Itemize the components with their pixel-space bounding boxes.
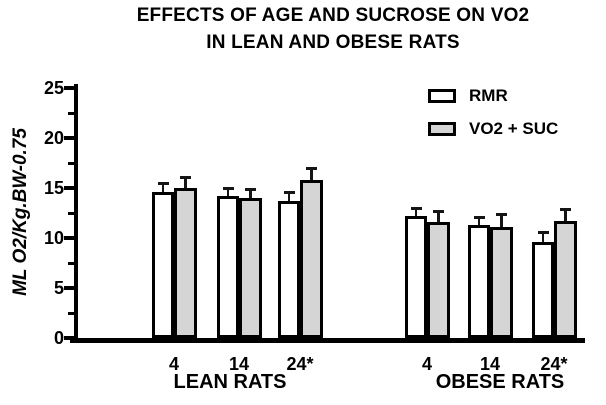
bar-lean-rats-vo2-suc-24 <box>300 180 323 338</box>
y-axis-minor-tick <box>68 161 74 165</box>
error-bar-lean-rats-rmr-24-cap <box>283 190 295 194</box>
error-bar-obese-rats-rmr-14-stem <box>477 217 481 225</box>
y-axis-major-tick <box>64 136 74 140</box>
error-bar-obese-rats-vo2-suc-24-stem <box>564 209 567 221</box>
y-tick-label-20: 20 <box>43 128 64 148</box>
bar-obese-rats-rmr-24 <box>532 242 554 338</box>
error-bar-lean-rats-vo2-suc-4-cap <box>180 175 191 179</box>
error-bar-obese-rats-rmr-4-stem <box>414 208 418 216</box>
x-tick-label-obese-rats-24: 24* <box>540 354 568 374</box>
y-axis-minor-tick <box>68 111 74 115</box>
error-bar-obese-rats-vo2-suc-4-cap <box>433 209 444 213</box>
error-bar-lean-rats-vo2-suc-14-cap <box>245 187 256 191</box>
y-axis-major-tick <box>64 286 74 290</box>
error-bar-lean-rats-vo2-suc-4-stem <box>184 177 187 188</box>
error-bar-obese-rats-vo2-suc-14-cap <box>496 212 507 216</box>
y-tick-label-10: 10 <box>43 228 64 248</box>
group-label-lean-rats: LEAN RATS <box>173 371 287 393</box>
error-bar-lean-rats-vo2-suc-14-stem <box>249 189 252 198</box>
bar-obese-rats-vo2-suc-14 <box>490 227 513 338</box>
bar-obese-rats-vo2-suc-4 <box>427 222 450 338</box>
y-axis-line <box>74 84 78 343</box>
bar-lean-rats-vo2-suc-14 <box>239 198 262 338</box>
y-axis-minor-tick <box>68 261 74 265</box>
legend-swatch-rmr <box>428 89 456 103</box>
group-label-obese-rats: OBESE RATS <box>435 371 565 393</box>
legend-label-vo2-suc: VO2 + SUC <box>469 119 559 138</box>
y-axis-major-tick <box>64 236 74 240</box>
y-axis-minor-tick <box>68 211 74 215</box>
chart-title-line2: IN LEAN AND OBESE RATS <box>206 32 460 53</box>
y-axis-major-tick <box>64 86 74 90</box>
bar-obese-rats-rmr-14 <box>468 225 490 338</box>
x-tick-label-lean-rats-24: 24* <box>286 354 314 374</box>
error-bar-obese-rats-rmr-24-stem <box>541 232 545 242</box>
bar-lean-rats-rmr-14 <box>217 196 239 338</box>
error-bar-obese-rats-vo2-suc-14-stem <box>500 214 503 227</box>
x-axis-line <box>70 338 585 343</box>
error-bar-obese-rats-rmr-4-cap <box>410 206 422 210</box>
chart-title: EFFECTS OF AGE AND SUCROSE ON VO2 IN LEA… <box>60 2 606 56</box>
bar-lean-rats-rmr-4 <box>152 192 174 338</box>
error-bar-obese-rats-vo2-suc-24-cap <box>560 207 571 211</box>
error-bar-lean-rats-rmr-24-stem <box>287 192 291 201</box>
error-bar-obese-rats-vo2-suc-4-stem <box>437 211 440 222</box>
legend-swatch-vo2-suc <box>428 122 456 136</box>
error-bar-lean-rats-vo2-suc-24-stem <box>310 168 313 180</box>
error-bar-lean-rats-rmr-14-cap <box>222 186 234 190</box>
y-tick-label-0: 0 <box>53 328 64 348</box>
y-axis-minor-tick <box>68 311 74 315</box>
y-tick-label-15: 15 <box>43 178 64 198</box>
legend-item-rmr: RMR <box>428 86 508 106</box>
x-tick-label-obese-rats-4: 4 <box>421 354 432 374</box>
legend-item-vo2-suc: VO2 + SUC <box>428 119 558 139</box>
y-tick-label-25: 25 <box>43 78 64 98</box>
bar-lean-rats-rmr-24 <box>278 201 300 338</box>
error-bar-lean-rats-rmr-14-stem <box>226 188 230 196</box>
error-bar-lean-rats-rmr-4-stem <box>161 183 165 192</box>
y-axis-major-tick <box>64 186 74 190</box>
bar-lean-rats-vo2-suc-4 <box>174 188 197 338</box>
bar-obese-rats-rmr-4 <box>405 216 427 338</box>
error-bar-obese-rats-rmr-14-cap <box>473 215 485 219</box>
bar-obese-rats-vo2-suc-24 <box>554 221 577 338</box>
chart-title-line1: EFFECTS OF AGE AND SUCROSE ON VO2 <box>136 5 530 26</box>
legend-label-rmr: RMR <box>469 86 508 105</box>
error-bar-obese-rats-rmr-24-cap <box>537 230 549 234</box>
y-tick-label-5: 5 <box>53 278 64 298</box>
error-bar-lean-rats-vo2-suc-24-cap <box>306 166 317 170</box>
x-tick-label-obese-rats-14: 14 <box>479 354 501 374</box>
x-tick-label-lean-rats-4: 4 <box>168 354 179 374</box>
x-tick-label-lean-rats-14: 14 <box>228 354 250 374</box>
y-axis-major-tick <box>64 336 74 340</box>
error-bar-lean-rats-rmr-4-cap <box>157 181 169 185</box>
